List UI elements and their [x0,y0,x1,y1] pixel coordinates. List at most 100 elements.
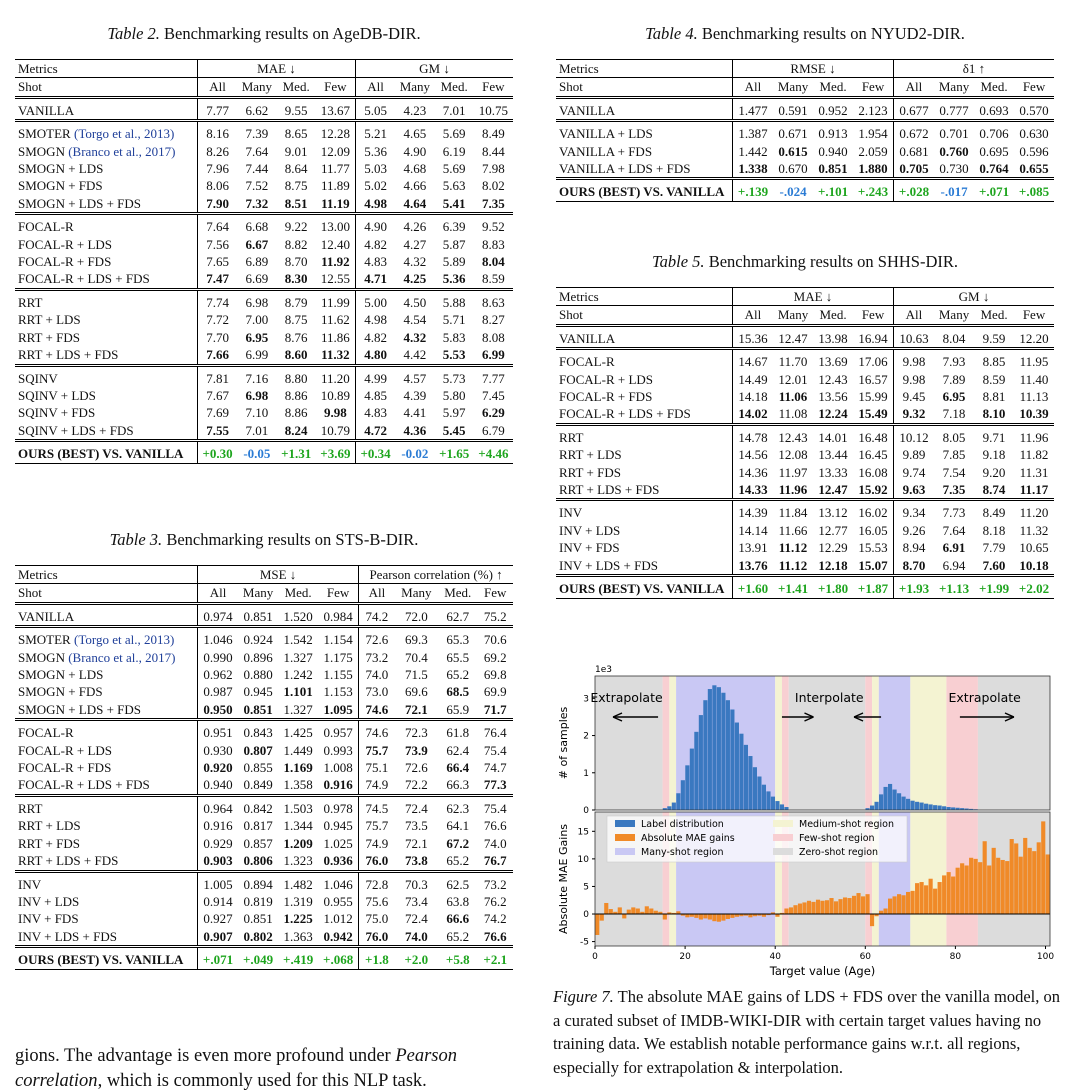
ours-label: OURS (BEST) VS. VANILLA [15,439,198,464]
gain-cell: +.243 [853,177,894,202]
table-row: SMOGN (Branco et al., 2017) 0.990 0.896 1.3… [15,648,513,667]
value-cell: 0.630 [1014,119,1054,143]
value-cell: 72.1 [404,701,428,717]
gain-cell: +1.93 [892,574,934,599]
value-cell: 11.17 [1019,482,1049,498]
value-cell: 7.65 [197,253,238,271]
mae-gain-bar [626,909,631,915]
arrow-head [853,712,864,722]
few-shot-region [946,676,978,810]
value-cell: 9.22 [276,212,316,236]
value-cell: 9.63 [892,481,934,500]
value-cell: 72.8 [358,869,395,893]
value-cell: 14.78 [731,422,773,447]
method-label: RRT + FDS [559,464,621,480]
label-distribution-bar [869,805,875,810]
gain-cell: +.049 [238,945,279,970]
value-cell: 0.927 [197,910,239,928]
value-cell: 7.64 [197,212,238,236]
method-label: INV + LDS [18,893,80,909]
value-cell: 71.5 [404,667,428,683]
value-cell: 6.98 [237,287,277,312]
mae-gain-bar [752,914,757,917]
mae-gain-bar [1018,856,1023,915]
shot-header-cell: Shot [556,77,733,98]
value-cell: 6.94 [942,557,966,573]
label-distribution-bar [888,783,893,810]
value-cell: 1.046 [197,625,239,649]
method-label: VANILLA + LDS + FDS [559,161,691,177]
value-cell: 4.82 [354,235,396,254]
value-cell: 5.36 [442,271,466,287]
mae-gain-bar [892,896,897,915]
method-label: SQINV + LDS + FDS [18,422,134,438]
method-label: FOCAL-R + LDS + FDS [18,777,150,793]
label-distribution-bar [915,801,920,810]
value-cell: 11.20 [315,363,356,387]
x-tick-label: 40 [769,952,781,962]
value-cell: 6.29 [482,405,505,421]
value-cell: 13.12 [813,498,854,522]
value-cell: 1.175 [323,649,353,665]
ours-label: OURS (BEST) VS. VANILLA [15,945,198,970]
method-name: SQINV + LDS [15,387,198,404]
citation-link[interactable]: (Torgo et al., 2013) [73,126,175,142]
shot-header-cell: Shot [556,305,733,326]
y-tick-label: 15 [578,827,589,837]
value-cell: 4.80 [354,346,396,365]
method-label: SMOGN + LDS + FDS [18,195,142,211]
value-cell: 14.02 [731,405,773,425]
table-row: SMOGN + FDS 0.987 0.945 1.101 1.153 73.0 69.6 6… [15,683,513,701]
mae-gain-bar [964,865,969,915]
method-label: FOCAL-R + LDS [18,236,113,252]
value-cell: 0.807 [243,742,273,758]
gain-cell: +1.80 [813,574,854,599]
table-row: FOCAL-R + LDS 7.56 6.67 8.82 12.40 4.82 4.27 5.… [15,235,513,254]
value-cell: 9.98 [892,370,934,389]
legend-swatch [773,834,793,841]
x-tick-label: 80 [950,952,962,962]
mae-gain-bar [730,914,735,918]
table4: Metrics RMSE ↓ δ1 ↑ Shot All Many Med. Few All Ma… [556,58,1054,202]
table-row: RRT + FDS 7.70 6.95 8.76 11.86 4.82 4.32 5.83 8.… [15,328,513,347]
value-cell: 12.47 [772,323,814,349]
value-cell: 4.39 [403,387,427,403]
value-cell: 0.693 [974,95,1015,121]
value-cell: 5.45 [442,422,466,438]
citation-link[interactable]: (Branco et al., 2017) [68,143,176,159]
table-row: SMOGN + LDS 7.96 7.44 8.64 11.77 5.03 4.68 5.69… [15,160,513,178]
value-cell: 11.08 [778,406,808,422]
citation-link[interactable]: (Branco et al., 2017) [68,649,176,665]
method-name: RRT + FDS [15,835,198,852]
method-name: RRT + FDS [556,464,733,481]
mae-gain-bar [644,906,649,915]
value-cell: 0.849 [243,777,273,793]
value-cell: 13.91 [731,539,773,557]
label-distribution-bar [883,786,888,810]
value-cell: 9.26 [892,521,934,540]
method-label: FOCAL-R + FDS [18,254,112,270]
mae-gain-bar [698,914,703,920]
mae-gain-bar [1032,851,1037,915]
shot-header-cell: Med. [813,305,854,326]
mae-gain-bar [667,912,672,915]
label-distribution-bar [770,796,776,810]
value-cell: 7.77 [473,363,513,387]
table-row: INV + LDS 0.914 0.819 1.319 0.955 75.6 73.4 63.… [15,892,513,911]
value-cell: 7.45 [482,387,505,403]
citation-link[interactable]: (Torgo et al., 2013) [73,632,175,648]
method-name: FOCAL-R + LDS + FDS [15,270,198,289]
mae-gain-bar [640,911,645,915]
value-cell: 7.54 [942,464,966,480]
method-name: RRT [15,287,198,312]
mae-gain-bar [622,914,627,919]
method-label: INV + FDS [559,540,620,556]
value-cell: 6.98 [245,387,269,403]
shot-header-cell: All [731,305,773,326]
table-row: INV + LDS + FDS 13.76 11.12 12.18 15.07 8.70 6… [556,556,1054,576]
value-cell: 1.425 [278,718,319,742]
mae-gain-bar [815,899,821,915]
value-cell: 7.10 [245,405,269,421]
shot-header-cell: All [892,305,934,326]
